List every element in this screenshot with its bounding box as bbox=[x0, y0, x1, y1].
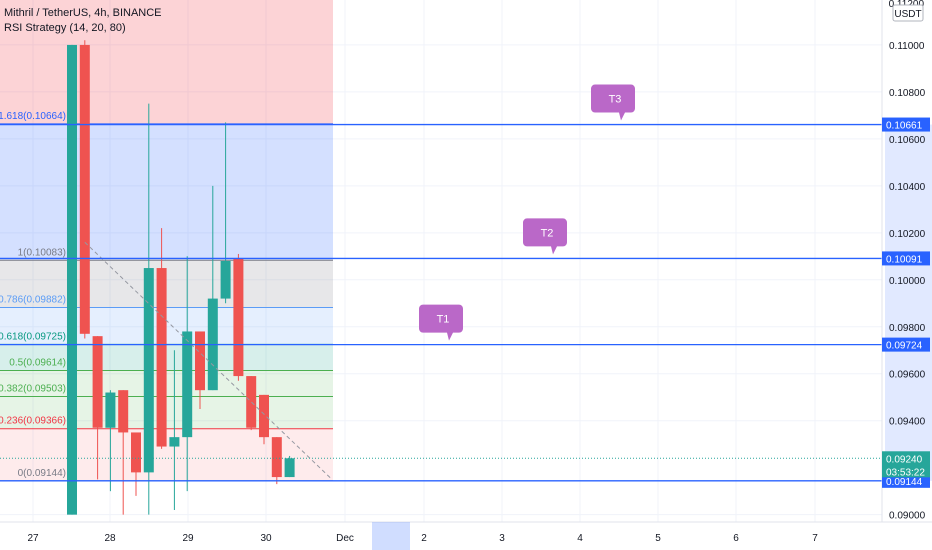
price-tick-label: 0.09000 bbox=[889, 511, 926, 522]
target-price-tag[interactable] bbox=[882, 117, 930, 132]
support-price-tag[interactable] bbox=[882, 473, 930, 488]
target-bubble-label: T1 bbox=[437, 314, 450, 326]
time-tick-label: 2 bbox=[421, 533, 427, 544]
target-price-tag-label: 0.09724 bbox=[886, 341, 923, 352]
horizontal-lines[interactable] bbox=[0, 123, 882, 482]
target-price-tag[interactable] bbox=[882, 251, 930, 266]
currency-box[interactable] bbox=[892, 4, 924, 22]
candle-body[interactable] bbox=[220, 261, 231, 299]
price-tick-label: 0.10600 bbox=[889, 135, 926, 146]
fib-level-label: 0(0.09144) bbox=[18, 468, 66, 479]
price-tick-label: 0.10200 bbox=[889, 229, 926, 240]
candle-body[interactable] bbox=[284, 458, 295, 478]
target-bubble-label: T2 bbox=[541, 227, 554, 239]
trend-line[interactable] bbox=[84, 241, 333, 480]
time-tick-label: Dec bbox=[336, 533, 354, 544]
target-bubble-label: T3 bbox=[609, 94, 622, 106]
last-price-tag-label: 0.09240 bbox=[886, 454, 923, 465]
chart-legend: Mithril / TetherUS, 4h, BINANCE RSI Stra… bbox=[4, 6, 162, 36]
candle-body[interactable] bbox=[246, 376, 257, 428]
currency-label: USDT bbox=[894, 9, 921, 20]
target-bubble[interactable] bbox=[419, 304, 463, 341]
target-price-tag[interactable] bbox=[882, 337, 930, 352]
time-axis[interactable] bbox=[0, 522, 932, 550]
time-tick-label: 28 bbox=[104, 533, 116, 544]
candle-body[interactable] bbox=[92, 336, 103, 428]
fib-zone bbox=[0, 123, 333, 261]
time-tick-label: 4 bbox=[577, 533, 583, 544]
candle-body[interactable] bbox=[131, 432, 141, 473]
fib-level-label: 0.618(0.09725) bbox=[0, 331, 66, 342]
time-tick-label: 27 bbox=[27, 533, 39, 544]
candle-body[interactable] bbox=[182, 331, 193, 438]
fib-level-label: 0.786(0.09882) bbox=[0, 295, 66, 306]
candlestick-series[interactable] bbox=[67, 40, 333, 515]
candle-body[interactable] bbox=[233, 258, 244, 377]
time-axis-highlight bbox=[372, 522, 410, 550]
target-price-tag-label: 0.10091 bbox=[886, 254, 923, 265]
price-axis-highlight bbox=[885, 124, 932, 481]
indicator-label[interactable]: RSI Strategy (14, 20, 80) bbox=[4, 22, 126, 34]
fib-level-label: 0.382(0.09503) bbox=[0, 384, 66, 395]
candle-body[interactable] bbox=[195, 331, 205, 391]
time-tick-label: 29 bbox=[182, 533, 194, 544]
time-tick-label: 3 bbox=[499, 533, 505, 544]
target-bubbles[interactable]: T1 T2 T3 bbox=[419, 84, 635, 341]
time-tick-label: 30 bbox=[260, 533, 272, 544]
fib-level-label: 0.236(0.09366) bbox=[0, 416, 66, 427]
symbol-title[interactable]: Mithril / TetherUS, 4h, BINANCE bbox=[4, 7, 162, 19]
candle-body[interactable] bbox=[79, 44, 90, 334]
time-tick-label: 7 bbox=[812, 533, 818, 544]
target-bubble[interactable] bbox=[591, 84, 635, 121]
last-price-tag[interactable] bbox=[882, 451, 930, 478]
candle-body[interactable] bbox=[259, 394, 269, 438]
price-tick-label: 0.09400 bbox=[889, 417, 926, 428]
fib-level-label: 1(0.10083) bbox=[18, 247, 66, 258]
candle-body[interactable] bbox=[271, 437, 282, 478]
target-bubble[interactable] bbox=[523, 218, 567, 255]
price-tick-label: 0.10800 bbox=[889, 88, 926, 99]
fib-level-label: 1.618(0.10664) bbox=[0, 111, 66, 122]
support-price-tag-label: 0.09144 bbox=[886, 477, 923, 488]
price-tick-label: 0.10400 bbox=[889, 182, 926, 193]
time-tick-label: 6 bbox=[733, 533, 739, 544]
fib-zone-above bbox=[0, 0, 333, 124]
candle-body[interactable] bbox=[156, 268, 167, 447]
time-tick-label: 5 bbox=[655, 533, 661, 544]
candle-body[interactable] bbox=[143, 268, 154, 473]
fib-level-label: 0.5(0.09614) bbox=[9, 357, 66, 368]
candle-body[interactable] bbox=[105, 392, 116, 428]
price-tick-label: 0.09800 bbox=[889, 323, 926, 334]
price-tick-label: 0.11000 bbox=[889, 41, 925, 52]
target-price-tag-label: 0.10661 bbox=[886, 121, 923, 132]
price-tick-label: 0.09600 bbox=[889, 370, 926, 381]
countdown-label: 03:53:22 bbox=[886, 467, 925, 478]
candle-body[interactable] bbox=[67, 44, 77, 515]
candle-body[interactable] bbox=[118, 390, 129, 433]
price-tick-label: 0.10000 bbox=[889, 276, 926, 287]
candle-body[interactable] bbox=[169, 437, 180, 447]
